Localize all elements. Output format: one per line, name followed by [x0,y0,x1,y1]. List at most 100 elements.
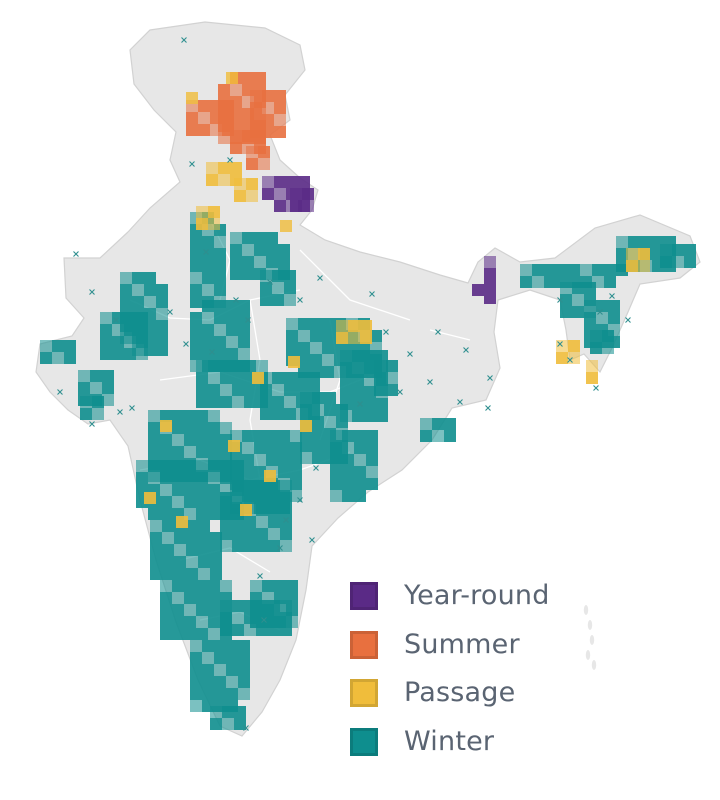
passage-cell [638,248,650,260]
winter-cell [556,264,568,276]
winter-cell [256,504,268,516]
summer-cell [274,114,286,126]
winter-cell [186,568,198,580]
passage-swatch [350,679,378,707]
winter-cell [220,472,232,484]
winter-cell [272,384,284,396]
winter-cell [278,454,290,466]
winter-cell [278,442,290,454]
winter-cell [602,330,614,342]
passage-cell [144,492,156,504]
winter-cell [386,372,398,384]
winter-cell [572,282,584,294]
passage-cell [196,206,208,218]
winter-cell [160,496,172,508]
winter-cell [284,282,296,294]
winter-cell [214,300,226,312]
winter-cell [256,540,268,552]
winter-cell [322,330,334,342]
winter-cell [214,324,226,336]
winter-cell [232,372,244,384]
winter-cell [242,466,254,478]
winter-cell [222,718,234,730]
winter-cell [214,676,226,688]
winter-cell [144,296,156,308]
passage-cell [208,218,220,230]
winter-cell [256,360,268,372]
summer-cell [274,126,286,138]
winter-cell [220,504,232,516]
x-cross-icon [593,385,599,391]
winter-cell [330,454,342,466]
passage-cell [252,372,264,384]
x-cross-icon [435,329,441,335]
x-cross-icon [57,389,63,395]
winter-cell [150,544,162,556]
winter-cell [156,284,168,296]
winter-cell [290,430,302,442]
winter-cell [268,528,280,540]
winter-cell [100,324,112,336]
winter-cell [234,718,246,730]
x-cross-icon [209,349,215,355]
winter-cell [156,344,168,356]
winter-cell [202,336,214,348]
winter-cell [330,478,342,490]
winter-cell [640,236,652,248]
winter-cell [190,296,202,308]
winter-cell [184,422,196,434]
winter-cell [238,324,250,336]
winter-cell [286,616,298,628]
winter-cell [342,466,354,478]
legend-label-summer: Summer [404,628,520,660]
winter-cell [352,410,364,422]
winter-cell [354,490,366,502]
winter-cell [266,244,278,256]
winter-cell [260,282,272,294]
winter-cell [616,260,628,272]
winter-cell [238,688,250,700]
winter-cell [214,272,226,284]
winter-cell [80,408,92,420]
x-cross-icon [73,251,79,257]
winter-cell [190,348,202,360]
winter-cell [290,442,302,454]
winter-cell [238,300,250,312]
winter-cell [80,396,92,408]
winter-cell [242,442,254,454]
winter-cell [226,324,238,336]
winter-cell [190,336,202,348]
winter-cell [148,446,160,458]
winter-cell [340,374,352,386]
winter-cell [186,556,198,568]
year-round-cell [274,176,286,188]
winter-cell [202,236,214,248]
winter-cell [286,580,298,592]
passage-cell [336,320,348,332]
summer-cell [210,100,222,112]
summer-cell [198,100,210,112]
x-cross-icon [181,37,187,43]
winter-cell [190,248,202,260]
winter-cell [322,366,334,378]
summer-cell [222,100,234,112]
winter-cell [208,604,220,616]
passage-cell [160,420,172,432]
passage-cell [226,72,238,84]
winter-cell [254,442,266,454]
winter-cell [214,260,226,272]
winter-cell [144,284,156,296]
x-cross-icon [89,421,95,427]
winter-cell [286,592,298,604]
winter-cell [310,342,322,354]
winter-cell [196,446,208,458]
winter-cell [184,460,196,472]
winter-cell [286,604,298,616]
summer-cell [218,84,230,96]
winter-cell [308,372,320,384]
winter-cell [190,284,202,296]
winter-cell [572,294,584,306]
year-round-cell [286,176,298,188]
winter-cell [214,284,226,296]
winter-cell [584,282,596,294]
